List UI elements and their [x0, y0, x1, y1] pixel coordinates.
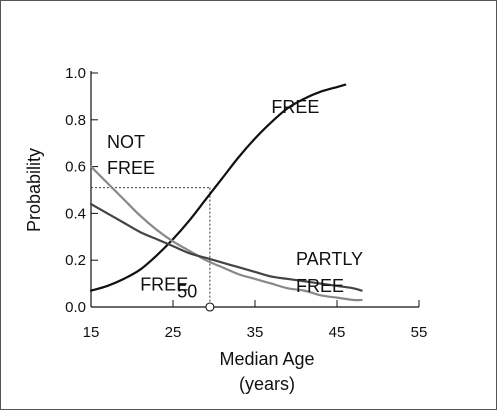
x-tick-label: 15 [83, 324, 100, 341]
y-tick-label: 0.2 [65, 252, 86, 269]
y-tick-label: 0.6 [65, 159, 86, 176]
y-axis-title: Probability [24, 148, 44, 232]
x-tick-label: 35 [247, 324, 264, 341]
free50-guides [91, 187, 215, 312]
y-tick-label: 0.0 [65, 299, 86, 316]
annotation-partly-free: PARTLY [296, 249, 363, 269]
axes: 0.0 0.2 0.4 0.6 0.8 1.0 15 25 35 45 55 Probability M… [24, 65, 427, 394]
y-tick-label: 1.0 [65, 65, 86, 82]
series-line-not-free [89, 165, 363, 302]
annotation-not-free: NOT [107, 132, 145, 152]
annotation-free50-subscript: 50 [177, 282, 197, 302]
free50-marker [205, 302, 215, 312]
annotation-not-free: FREE [107, 158, 155, 178]
annotation-partly-free: FREE [296, 276, 344, 296]
x-tick-label: 45 [329, 324, 346, 341]
annotation-free: FREE [271, 97, 319, 117]
x-axis-title: Median Age [219, 349, 314, 369]
y-tick-label: 0.8 [65, 112, 86, 129]
annotation-free50: FREE [140, 275, 188, 295]
series-line-partly-free [89, 202, 363, 292]
x-tick-label: 25 [165, 324, 182, 341]
x-axis-unit: (years) [239, 374, 295, 394]
series-line-free [89, 83, 347, 292]
y-tick-label: 0.4 [65, 205, 86, 222]
x-tick-label: 55 [411, 324, 428, 341]
series-lines [89, 83, 363, 302]
